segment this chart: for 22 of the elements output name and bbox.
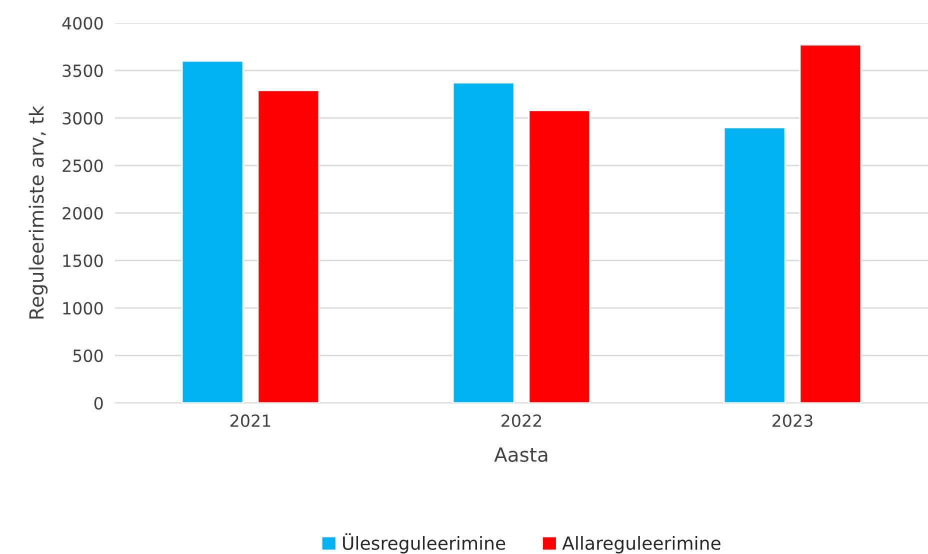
bar xyxy=(257,90,320,403)
x-tick-label: 2023 xyxy=(772,414,812,428)
legend-label: Ülesreguleerimine xyxy=(343,533,506,554)
y-tick-label: 500 xyxy=(73,349,103,362)
y-tick-label: 2500 xyxy=(62,159,103,172)
y-tick-label: 0 xyxy=(94,396,103,410)
bar xyxy=(799,44,862,403)
y-tick-label: 4000 xyxy=(62,16,103,30)
x-tick-label: 2021 xyxy=(230,414,270,428)
y-tick-label: 2000 xyxy=(62,206,103,220)
bar xyxy=(181,60,244,403)
y-tick-label: 3500 xyxy=(62,64,103,78)
x-axis-title: Aasta xyxy=(494,448,548,462)
bar xyxy=(452,82,515,403)
bar xyxy=(723,126,786,403)
y-tick-label: 3000 xyxy=(62,112,103,125)
legend-label: Allareguleerimine xyxy=(562,536,720,554)
x-tick-label: 2022 xyxy=(502,414,542,428)
y-tick-label: 1500 xyxy=(63,254,103,268)
y-tick-label: 1000 xyxy=(63,302,103,315)
bar xyxy=(528,110,591,403)
y-axis-title: Reguleerimiste arv, tk xyxy=(28,106,48,319)
